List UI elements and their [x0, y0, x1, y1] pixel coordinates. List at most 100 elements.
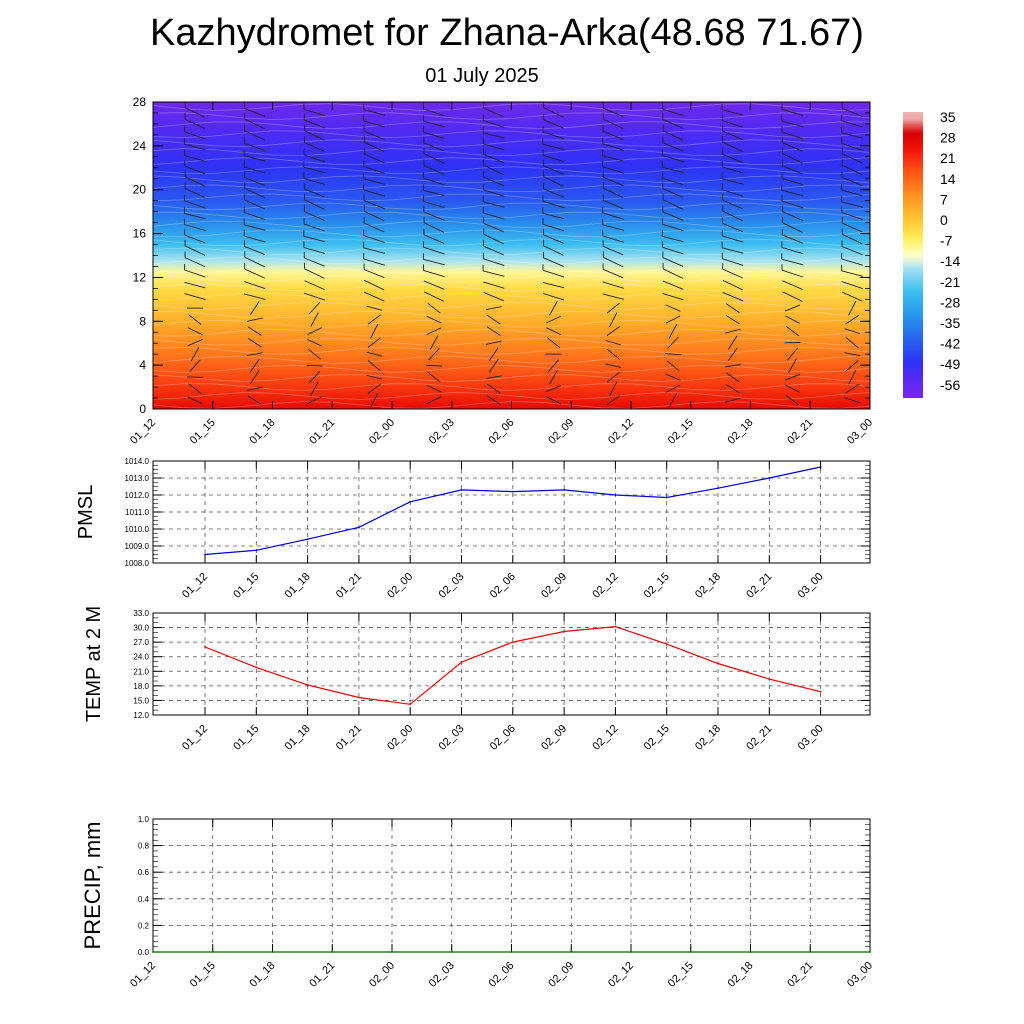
colorbar-label: 0 [940, 212, 948, 228]
panel-temp-x-tick-label: 02_06 [488, 723, 518, 753]
wind-barb [542, 269, 565, 278]
wind-barb [782, 153, 803, 164]
heatmap-y-tick-label: 12 [133, 270, 147, 284]
wind-barb [363, 130, 385, 140]
wind-barb [662, 257, 684, 267]
panel-precip-y-tick-label: 1.0 [138, 815, 150, 824]
panel-pmsl-x-tick-label: 02_03 [437, 571, 467, 601]
wind-barb [250, 301, 260, 316]
wind-barb [602, 155, 625, 162]
heatmap-x-tick-label: 02_09 [546, 417, 576, 447]
wind-barb [244, 166, 266, 174]
wind-barb [725, 384, 740, 394]
wind-barb [606, 348, 620, 360]
wind-barb [423, 269, 445, 278]
wind-barb [543, 188, 564, 198]
wind-barb [961, 282, 982, 288]
panel-temp-frame [152, 612, 871, 716]
wind-barb [310, 312, 319, 327]
wind-barb [782, 291, 803, 302]
wind-barb [423, 234, 445, 244]
wind-barb [844, 397, 861, 404]
wind-barb [303, 247, 326, 255]
wind-barb [844, 328, 861, 334]
wind-barb [303, 166, 326, 174]
wind-barb [244, 212, 266, 220]
wind-barb [962, 177, 982, 186]
wind-barb [662, 280, 684, 290]
heatmap-field [153, 102, 870, 409]
wind-barb [961, 156, 982, 162]
colorbar: 35 28 21 14 7 0 -7 -14 -21 -28 -35 -42 -49 -56 [903, 109, 960, 398]
colorbar-labels: 35 28 21 14 7 0 -7 -14 -21 -28 -35 -42 -49 -56 [940, 109, 960, 393]
wind-barb [668, 392, 678, 408]
chart-subtitle: 01 July 2025 [425, 65, 539, 87]
wind-barb [841, 212, 863, 220]
panel-pmsl-data-point [614, 494, 617, 496]
wind-barb [184, 293, 206, 301]
wind-barb [423, 108, 445, 117]
wind-barb [364, 222, 385, 233]
wind-barb [782, 280, 803, 290]
heatmap-y-axis: 0 4 8 12 16 20 24 28 [133, 95, 870, 416]
heatmap-y-tick-label: 0 [139, 402, 146, 416]
panel-pmsl-x-tick-label: 02_12 [590, 571, 620, 601]
panel-pmsl-y-tick-label: 1011.0 [125, 508, 149, 517]
wind-barb [488, 358, 499, 373]
wind-barb [184, 245, 206, 256]
wind-barb [483, 281, 505, 289]
wind-barb [782, 165, 803, 175]
panel-pmsl-data-point [563, 489, 565, 491]
panel-temp-x-tick-label: 02_15 [642, 723, 672, 753]
wind-barb [485, 375, 502, 380]
panel-temp-y-tick-label: 30.0 [133, 624, 149, 633]
wind-barb [486, 314, 501, 325]
wind-barb [962, 201, 983, 209]
wind-barb [727, 347, 738, 361]
wind-barb [602, 235, 624, 243]
wind-barb [721, 109, 744, 116]
wind-barb [367, 314, 381, 325]
wind-barb [429, 335, 439, 350]
panel-precip-x-tick-label: 01_21 [307, 960, 337, 990]
wind-barb [845, 383, 860, 394]
wind-barb [190, 346, 200, 362]
wind-barb [961, 213, 982, 219]
wind-barb [546, 396, 561, 405]
panel-temp-x-tick-label: 02_18 [693, 723, 723, 753]
wind-barb [367, 360, 381, 372]
wind-barb [782, 222, 803, 233]
wind-barb [547, 359, 560, 372]
heatmap-x-tick-label: 01_15 [188, 417, 218, 447]
wind-barb [546, 327, 561, 336]
wind-barb [781, 177, 804, 186]
colorbar-bar [903, 112, 923, 398]
wind-barb [842, 291, 863, 302]
heatmap-x-tick-label: 01_21 [307, 417, 337, 447]
panel-pmsl-data-point [409, 500, 412, 503]
wind-barb [725, 315, 740, 325]
wind-barb [426, 384, 442, 393]
panel-precip-x-tick-label: 02_18 [726, 960, 756, 990]
wind-barb [244, 199, 265, 210]
panel-temp-y-tick-label: 12.0 [133, 711, 149, 720]
panel-temp-x-tick-label: 02_03 [437, 723, 467, 753]
wind-barb [842, 222, 863, 233]
heatmap-contours [153, 103, 870, 409]
wind-barb [367, 337, 381, 348]
panel-precip-x-tick-label: 02_00 [367, 960, 397, 990]
panel-pmsl-y-tick-label: 1009.0 [125, 542, 150, 551]
wind-barb [307, 348, 322, 360]
wind-barb [303, 292, 326, 301]
chart-title: Kazhydromet for Zhana-Arka(48.68 71.67) [150, 12, 864, 54]
wind-barb [968, 324, 977, 338]
wind-barb [665, 304, 681, 312]
wind-barb [244, 187, 265, 199]
wind-barb [363, 109, 386, 116]
wind-barb [848, 369, 857, 385]
wind-barb [308, 370, 321, 384]
wind-barb [307, 327, 322, 336]
wind-barb [543, 165, 564, 175]
wind-barb [184, 224, 206, 231]
colorbar-label: -49 [940, 356, 960, 372]
